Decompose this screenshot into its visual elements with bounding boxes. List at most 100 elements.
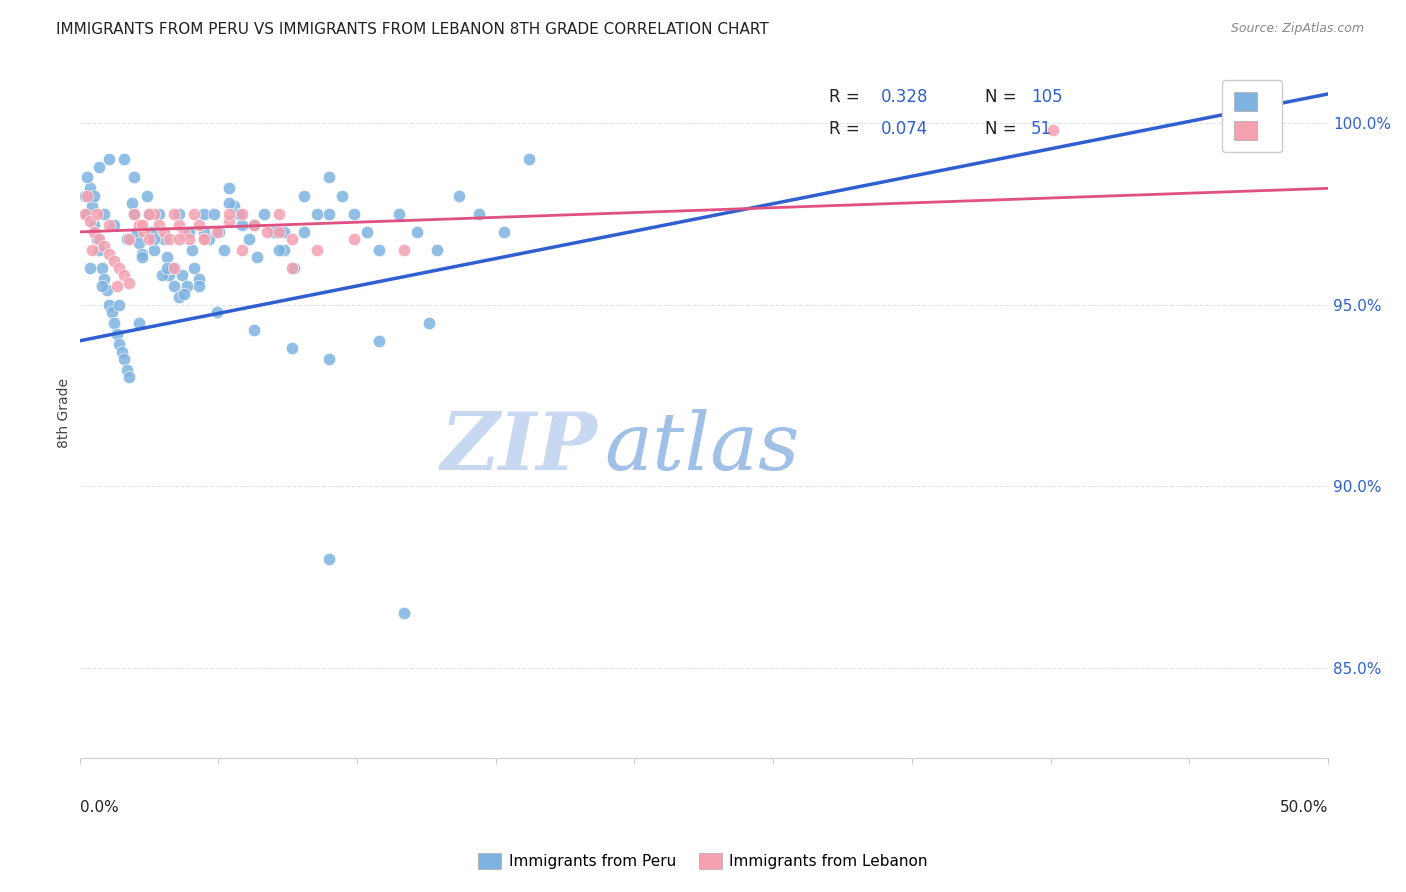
Point [93, 207, 115, 221]
Point [180, 243, 202, 257]
Point [105, 279, 128, 293]
Point [318, 351, 340, 366]
Point [273, 243, 295, 257]
Point [73, 188, 96, 202]
Point [169, 290, 191, 304]
Point [263, 225, 285, 239]
Point [243, 323, 266, 337]
Point [143, 243, 166, 257]
Point [131, 218, 153, 232]
Point [193, 225, 215, 239]
Point [163, 279, 186, 293]
Point [224, 199, 246, 213]
Point [176, 279, 198, 293]
Text: 0.328: 0.328 [882, 88, 928, 106]
Point [124, 207, 146, 221]
Point [169, 232, 191, 246]
Point [368, 243, 391, 257]
Point [118, 232, 141, 246]
Point [89, 160, 111, 174]
Point [343, 232, 366, 246]
Point [318, 551, 340, 566]
Point [76, 188, 98, 202]
Point [392, 606, 415, 620]
Point [281, 341, 304, 355]
Point [198, 232, 221, 246]
Legend: , : , [1222, 80, 1282, 153]
Point [492, 225, 515, 239]
Point [218, 214, 240, 228]
Point [269, 207, 291, 221]
Point [179, 225, 201, 239]
Point [83, 218, 105, 232]
Text: 0.0%: 0.0% [80, 800, 118, 814]
Point [292, 188, 315, 202]
Point [153, 232, 176, 246]
Point [281, 232, 304, 246]
Point [173, 286, 195, 301]
Point [124, 170, 146, 185]
Point [157, 268, 180, 283]
Point [83, 188, 105, 202]
Point [89, 243, 111, 257]
Text: ZIP: ZIP [441, 409, 598, 487]
Text: R =: R = [828, 120, 865, 138]
Text: 51: 51 [1031, 120, 1052, 138]
Point [131, 250, 153, 264]
Point [118, 370, 141, 384]
Point [169, 207, 191, 221]
Point [98, 218, 121, 232]
Point [131, 246, 153, 260]
Point [105, 326, 128, 341]
Text: 105: 105 [1031, 88, 1063, 106]
Point [188, 272, 211, 286]
Point [418, 316, 440, 330]
Point [208, 225, 231, 239]
Point [76, 170, 98, 185]
Point [103, 218, 125, 232]
Point [246, 250, 269, 264]
Point [143, 232, 166, 246]
Point [281, 261, 304, 276]
Point [96, 283, 118, 297]
Point [231, 207, 253, 221]
Point [218, 207, 240, 221]
Point [392, 243, 415, 257]
Point [405, 225, 427, 239]
Point [1042, 123, 1064, 137]
Point [269, 225, 291, 239]
Point [188, 218, 211, 232]
Point [76, 207, 98, 221]
Point [193, 232, 215, 246]
Point [269, 243, 291, 257]
Point [205, 225, 228, 239]
Point [114, 268, 136, 283]
Point [449, 188, 471, 202]
Point [98, 246, 121, 260]
Point [256, 225, 278, 239]
Point [426, 243, 449, 257]
Point [273, 225, 295, 239]
Text: 0.074: 0.074 [882, 120, 928, 138]
Point [243, 218, 266, 232]
Point [173, 225, 195, 239]
Point [79, 181, 101, 195]
Point [253, 207, 276, 221]
Point [156, 261, 179, 276]
Text: 50.0%: 50.0% [1279, 800, 1329, 814]
Point [103, 254, 125, 268]
Point [231, 218, 253, 232]
Point [79, 214, 101, 228]
Point [138, 207, 160, 221]
Point [86, 232, 108, 246]
Point [80, 243, 103, 257]
Point [183, 207, 205, 221]
Point [170, 268, 193, 283]
Point [124, 207, 146, 221]
Point [205, 305, 228, 319]
Text: Source: ZipAtlas.com: Source: ZipAtlas.com [1230, 22, 1364, 36]
Point [305, 207, 328, 221]
Point [148, 207, 170, 221]
Point [163, 207, 186, 221]
Point [183, 261, 205, 276]
